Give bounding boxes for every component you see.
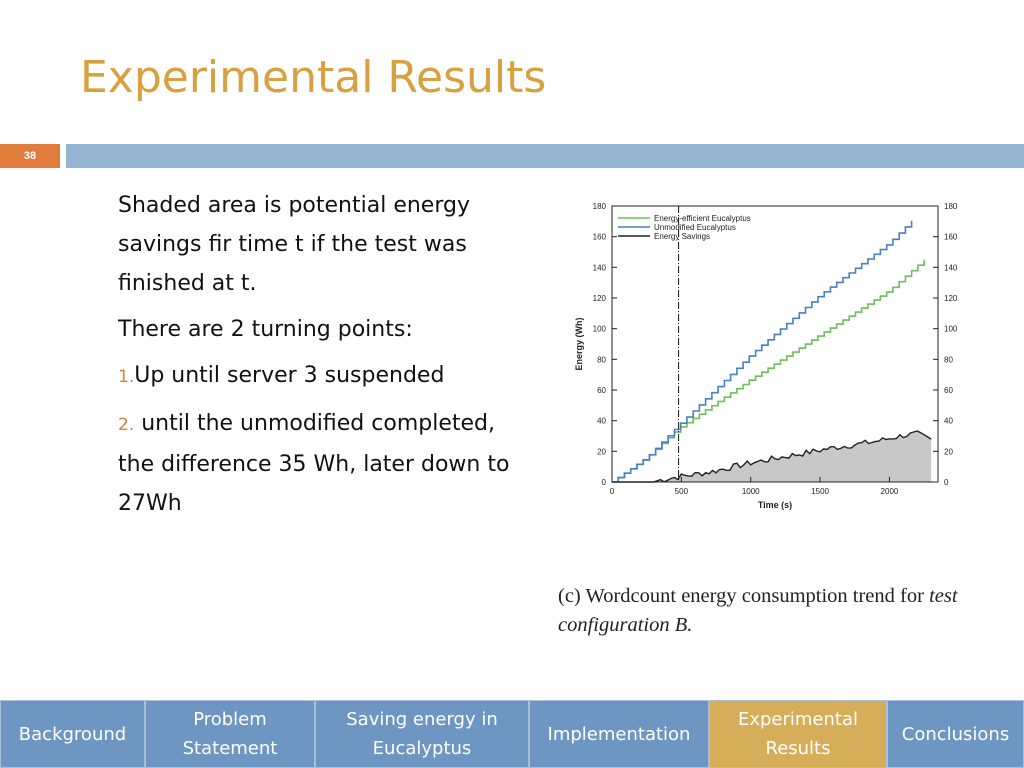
legend-label: Energy-efficient Eucalyptus bbox=[654, 214, 751, 223]
y-tick-label-right: 20 bbox=[944, 447, 953, 456]
series-line-energy-efficient bbox=[612, 259, 925, 483]
list-number-2: 2. bbox=[118, 415, 135, 435]
y-tick-label-right: 160 bbox=[944, 233, 958, 242]
y-tick-label: 120 bbox=[593, 294, 607, 303]
y-tick-label-right: 120 bbox=[944, 294, 958, 303]
nav-tab-conclusions[interactable]: Conclusions bbox=[887, 700, 1024, 768]
y-tick-label-right: 180 bbox=[944, 202, 958, 211]
y-axis-label: Energy (Wh) bbox=[574, 317, 584, 370]
body-paragraph-2: There are 2 turning points: bbox=[118, 317, 413, 342]
y-tick-label-right: 140 bbox=[944, 263, 958, 272]
legend-label: Unmodified Eucalyptus bbox=[654, 223, 736, 232]
caption-italic: test configuration B. bbox=[558, 585, 958, 636]
slide-body: Shaded area is potential energy savings … bbox=[118, 186, 518, 523]
y-tick-label-right: 80 bbox=[944, 355, 953, 364]
nav-tab-problem-statement[interactable]: Problem Statement bbox=[145, 700, 315, 768]
x-axis-label: Time (s) bbox=[758, 500, 792, 510]
series-line-energy-savings bbox=[612, 430, 932, 483]
figure-caption: (c) Wordcount energy consumption trend f… bbox=[558, 582, 1018, 640]
y-tick-label: 180 bbox=[593, 202, 607, 211]
y-tick-label: 20 bbox=[597, 447, 606, 456]
y-tick-label-right: 40 bbox=[944, 417, 953, 426]
slide-number: 38 bbox=[0, 144, 60, 168]
nav-tab-saving-energy[interactable]: Saving energy in Eucalyptus bbox=[315, 700, 529, 768]
x-tick-label: 0 bbox=[610, 487, 615, 496]
caption-label: (c) Wordcount energy consumption trend f… bbox=[558, 585, 930, 607]
nav-tab-implementation[interactable]: Implementation bbox=[529, 700, 709, 768]
series-line-unmodified bbox=[612, 220, 913, 483]
list-item-2: 2. until the unmodified completed, the d… bbox=[118, 404, 518, 523]
y-tick-label-right: 100 bbox=[944, 325, 958, 334]
list-text-1: Up until server 3 suspended bbox=[134, 363, 445, 388]
nav-tab-experimental-results[interactable]: Experimental Results bbox=[709, 700, 887, 768]
y-tick-label: 40 bbox=[597, 417, 606, 426]
x-tick-label: 2000 bbox=[881, 487, 899, 496]
legend-label: Energy Savings bbox=[654, 232, 710, 241]
y-tick-label: 60 bbox=[597, 386, 606, 395]
body-paragraph-1: Shaded area is potential energy savings … bbox=[118, 193, 470, 296]
plot-frame bbox=[611, 205, 939, 483]
y-tick-label: 100 bbox=[593, 325, 607, 334]
slide-title: Experimental Results bbox=[80, 52, 547, 103]
list-item-1: 1.Up until server 3 suspended bbox=[118, 356, 518, 397]
y-tick-label: 80 bbox=[597, 355, 606, 364]
nav-tab-background[interactable]: Background bbox=[0, 700, 145, 768]
y-tick-label: 0 bbox=[602, 478, 607, 487]
y-tick-label-right: 0 bbox=[944, 478, 949, 487]
bottom-navigation: Background Problem Statement Saving ener… bbox=[0, 700, 1024, 768]
x-tick-label: 1000 bbox=[742, 487, 760, 496]
header-band bbox=[66, 144, 1024, 168]
x-tick-label: 1500 bbox=[811, 487, 829, 496]
list-number-1: 1. bbox=[118, 367, 135, 387]
x-tick-label: 500 bbox=[675, 487, 689, 496]
list-text-2: until the unmodified completed, the diff… bbox=[118, 411, 510, 516]
y-tick-label-right: 60 bbox=[944, 386, 953, 395]
y-tick-label: 160 bbox=[593, 233, 607, 242]
y-tick-label: 140 bbox=[593, 263, 607, 272]
